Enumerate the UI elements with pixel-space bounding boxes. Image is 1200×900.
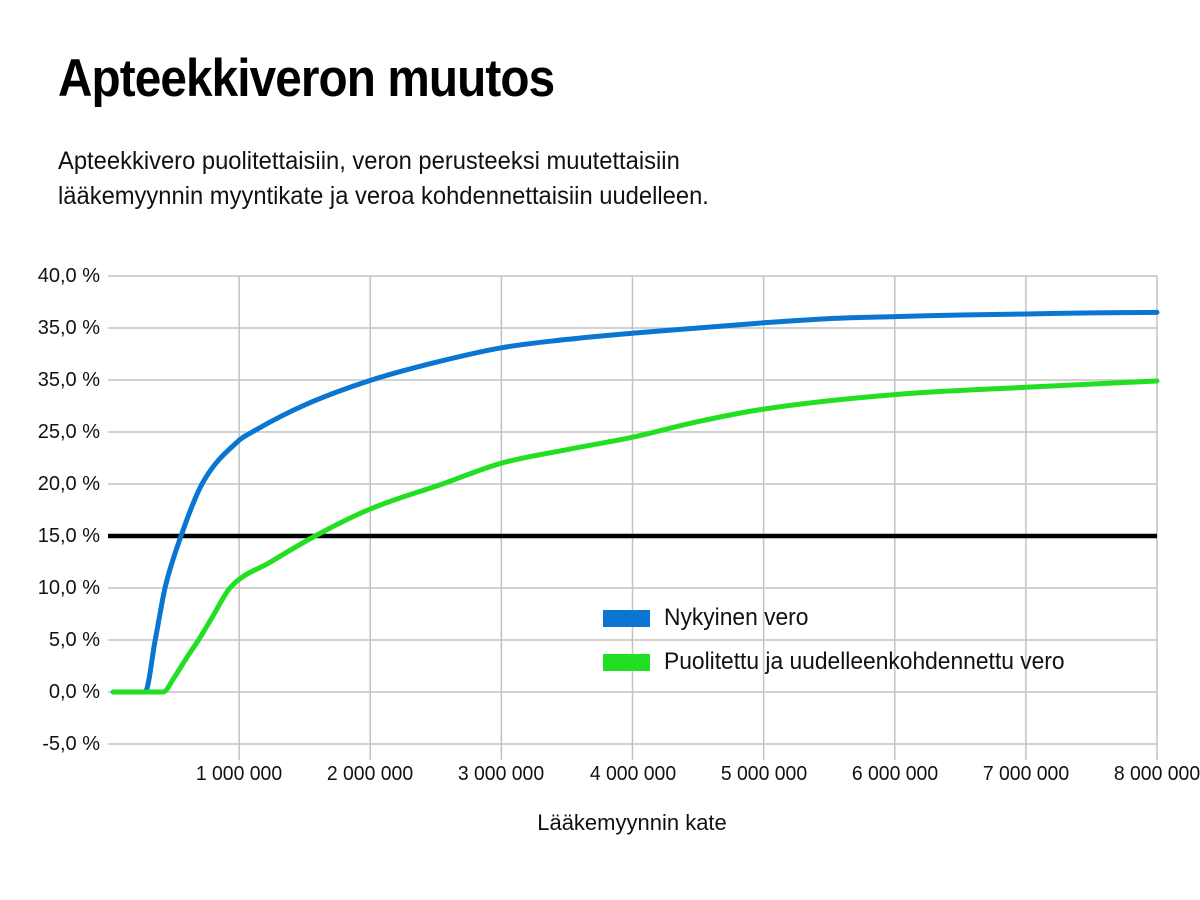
y-tick-label: 5,0 % [48,629,100,651]
legend-item: Nykyinen vero [603,596,1086,640]
y-tick-label: 20,0 % [37,473,100,495]
y-tick-label: 40,0 % [37,265,100,287]
x-tick-label: 4 000 000 [589,763,676,785]
y-tick-label: 25,0 % [37,421,100,443]
x-tick-label: 5 000 000 [720,763,807,785]
y-tick-label: 0,0 % [48,681,100,703]
series-line-nykyinen-vero [110,309,1160,695]
y-tick-label: -5,0 % [42,733,100,755]
legend-swatch-icon [603,609,650,627]
legend: Nykyinen vero Puolitettu ja uudelleenkohd… [603,596,1086,684]
x-tick-label: 1 000 000 [195,763,283,785]
page-subtitle: Apteekkivero puolitettaisiin, veron peru… [58,144,709,214]
legend-item: Puolitettu ja uudelleenkohdennettu vero [603,640,1086,684]
x-tick-label: 2 000 000 [327,763,414,785]
legend-label: Puolitettu ja uudelleenkohdennettu vero [664,648,1065,675]
x-tick-label: 8 000 000 [1113,763,1200,785]
y-tick-label: 10,0 % [37,577,100,599]
y-tick-label: 35,0 % [37,369,100,391]
x-axis-title: Lääkemyynnin kate [537,810,727,835]
subtitle-line-1: Apteekkivero puolitettaisiin, veron peru… [58,147,680,175]
x-tick-label: 6 000 000 [851,763,938,785]
series-line-puolitettu-vero [110,378,1160,695]
legend-swatch-icon [603,653,650,671]
x-tick-label: 3 000 000 [458,763,545,785]
x-tick-label: 7 000 000 [982,763,1070,785]
y-tick-label: 15,0 % [37,525,100,547]
legend-label: Nykyinen vero [664,604,809,631]
y-tick-label: 35,0 % [37,317,100,339]
page-title: Apteekkiveron muutos [58,49,555,108]
subtitle-line-2: lääkemyynnin myyntikate ja veroa kohdenn… [58,182,709,210]
